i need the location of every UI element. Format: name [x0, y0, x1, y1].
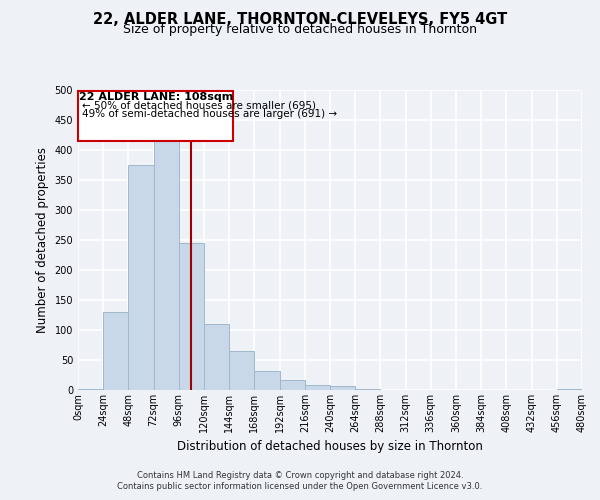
Text: Size of property relative to detached houses in Thornton: Size of property relative to detached ho…: [123, 22, 477, 36]
FancyBboxPatch shape: [78, 91, 233, 141]
X-axis label: Distribution of detached houses by size in Thornton: Distribution of detached houses by size …: [177, 440, 483, 454]
Bar: [204, 324, 229, 390]
Bar: [280, 380, 305, 390]
Text: 49% of semi-detached houses are larger (691) →: 49% of semi-detached houses are larger (…: [82, 109, 337, 119]
Bar: [128, 165, 154, 390]
Text: ← 50% of detached houses are smaller (695): ← 50% of detached houses are smaller (69…: [82, 100, 316, 110]
Text: Contains HM Land Registry data © Crown copyright and database right 2024.: Contains HM Land Registry data © Crown c…: [137, 471, 463, 480]
Text: 22 ALDER LANE: 108sqm: 22 ALDER LANE: 108sqm: [79, 92, 233, 102]
Bar: [229, 351, 254, 390]
Bar: [254, 371, 280, 390]
Bar: [103, 312, 128, 390]
Bar: [78, 389, 103, 390]
Text: 22, ALDER LANE, THORNTON-CLEVELEYS, FY5 4GT: 22, ALDER LANE, THORNTON-CLEVELEYS, FY5 …: [93, 12, 507, 28]
Bar: [179, 243, 204, 390]
Text: Contains public sector information licensed under the Open Government Licence v3: Contains public sector information licen…: [118, 482, 482, 491]
Bar: [557, 389, 582, 390]
Bar: [154, 141, 179, 390]
Bar: [305, 385, 330, 390]
Bar: [330, 386, 355, 390]
Y-axis label: Number of detached properties: Number of detached properties: [36, 147, 49, 333]
